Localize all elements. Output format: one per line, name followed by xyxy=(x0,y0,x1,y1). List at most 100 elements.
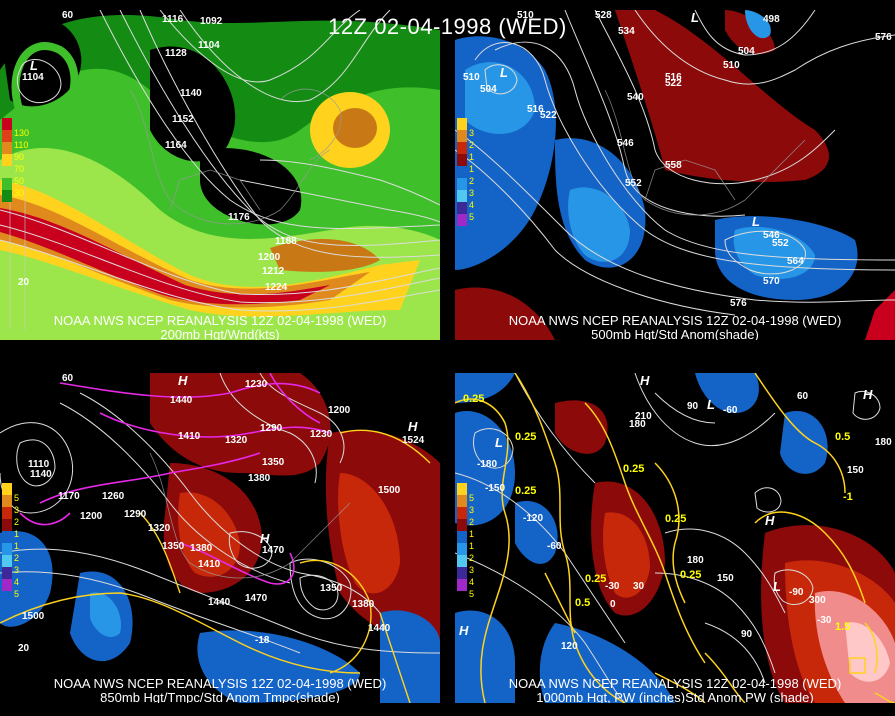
contour-label: 150 xyxy=(847,465,864,476)
legend-label: 1 xyxy=(469,164,475,174)
contour-label: 498 xyxy=(763,14,780,25)
pressure-center-label: L xyxy=(500,65,508,80)
legend-label: 2 xyxy=(14,553,20,563)
legend-swatch xyxy=(457,567,467,579)
contour-label: 60 xyxy=(797,391,809,402)
contour-label: 1410 xyxy=(198,559,221,570)
legend-label: 1 xyxy=(14,529,20,539)
pressure-center-label: L xyxy=(495,435,503,450)
contour-label: 1176 xyxy=(228,212,250,223)
legend-label: 90 xyxy=(14,152,25,162)
contour-label: 558 xyxy=(665,160,682,171)
legend-label: 3 xyxy=(469,128,475,138)
contour-label: -150 xyxy=(485,483,506,494)
legend-swatch xyxy=(457,130,467,142)
legend-label: 3 xyxy=(469,505,475,515)
contour-label: 1380 xyxy=(190,543,213,554)
legend-label: 3 xyxy=(469,565,475,575)
contour-label: -120 xyxy=(523,513,544,524)
legend-label: 3 xyxy=(14,565,20,575)
pressure-center-label: L xyxy=(707,397,715,412)
legend-label: 2 xyxy=(469,517,475,527)
pressure-center-label: H xyxy=(178,373,188,388)
contour-label: 1380 xyxy=(352,599,375,610)
legend-swatch xyxy=(2,142,12,154)
contour-label: 60 xyxy=(62,373,74,384)
legend-label: 50 xyxy=(14,176,25,186)
contour-label: -30 xyxy=(605,581,620,592)
contour-label: 516 xyxy=(665,72,682,83)
wind-speed-legend xyxy=(2,118,12,202)
map-850mb-svg xyxy=(0,373,440,703)
pressure-center-label: H xyxy=(260,531,270,546)
contour-label: 534 xyxy=(618,26,635,37)
contour-label: 1290 xyxy=(260,423,283,434)
legend-label: 5 xyxy=(14,493,20,503)
contour-label: 1110 xyxy=(28,459,50,470)
legend-swatch xyxy=(2,567,12,579)
pressure-center-label: L xyxy=(752,214,760,229)
legend-swatch xyxy=(2,154,12,166)
contour-label: 1470 xyxy=(245,593,268,604)
contour-label: 1170 xyxy=(58,491,80,502)
legend-swatch xyxy=(2,507,12,519)
contour-label: 1260 xyxy=(102,491,125,502)
legend-swatch xyxy=(2,495,12,507)
contour-label: 1164 xyxy=(165,140,187,151)
legend-label: 110 xyxy=(14,140,29,150)
legend-swatch xyxy=(457,166,467,178)
contour-label: 552 xyxy=(772,238,789,249)
caption-top: NOAA NWS NCEP REANALYSIS 12Z 02-04-1998 … xyxy=(508,676,842,691)
contour-label: 1200 xyxy=(80,511,103,522)
contour-label: 1470 xyxy=(262,545,285,556)
panel-500mb-height-anomaly: 510 528 534 L 498 504 510 516 522 540 546 552 558 510… xyxy=(455,10,895,340)
legend-label: 2 xyxy=(469,176,475,186)
legend-label: 4 xyxy=(14,577,20,587)
legend-label: 1 xyxy=(469,152,475,162)
contour-label: 1104 xyxy=(198,40,220,51)
contour-label: 90 xyxy=(741,629,753,640)
legend-swatch xyxy=(457,142,467,154)
contour-label: 564 xyxy=(787,256,804,267)
legend-label: 5 xyxy=(469,212,475,222)
caption-bottom: 500mb Hgt/Std Anom(shade) xyxy=(591,327,759,341)
legend-label: 4 xyxy=(469,577,475,587)
legend-label: 2 xyxy=(469,553,475,563)
contour-label: 1.5 xyxy=(835,621,851,633)
contour-label: 0.25 xyxy=(515,485,537,497)
legend-swatch xyxy=(2,483,12,495)
legend-label: 3 xyxy=(469,188,475,198)
legend-swatch xyxy=(457,202,467,214)
contour-label: 516 xyxy=(527,104,544,115)
contour-label: 522 xyxy=(540,110,557,121)
contour-label: 30 xyxy=(633,581,645,592)
contour-label: 1140 xyxy=(180,88,202,99)
legend-swatch xyxy=(457,507,467,519)
contour-label: 0.25 xyxy=(680,569,702,581)
contour-label: 0.5 xyxy=(575,597,591,609)
contour-label: 1212 xyxy=(262,266,285,277)
contour-label: 1380 xyxy=(248,473,271,484)
contour-label: 0.25 xyxy=(665,513,687,525)
contour-label: 1440 xyxy=(368,623,391,634)
contour-label: 180 xyxy=(875,437,892,448)
contour-label: 150 xyxy=(717,573,734,584)
legend-label: 1 xyxy=(469,541,475,551)
legend-swatch xyxy=(2,543,12,555)
contour-label: 552 xyxy=(625,178,642,189)
contour-label: -180 xyxy=(477,459,498,470)
map-200mb-svg xyxy=(0,10,440,340)
panel-200mb-height-wind: 60 1116 1092 1104 1128 1104 L 1140 1152 1164 1176 1… xyxy=(0,10,440,340)
contour-label: 1104 xyxy=(22,72,44,83)
pressure-center-label: H xyxy=(640,373,650,388)
legend-label: 1 xyxy=(469,529,475,539)
contour-label: 1140 xyxy=(30,469,52,480)
legend-label: 130 xyxy=(14,128,30,138)
legend-swatch xyxy=(457,531,467,543)
contour-label: 1440 xyxy=(208,597,231,608)
caption-bottom: 1000mb Hgt, PW (inches)Std Anom PW (shad… xyxy=(536,690,814,704)
caption-top: NOAA NWS NCEP REANALYSIS 12Z 02-04-1998 … xyxy=(508,313,842,328)
legend-swatch xyxy=(457,483,467,495)
contour-label: 20 xyxy=(18,643,30,654)
